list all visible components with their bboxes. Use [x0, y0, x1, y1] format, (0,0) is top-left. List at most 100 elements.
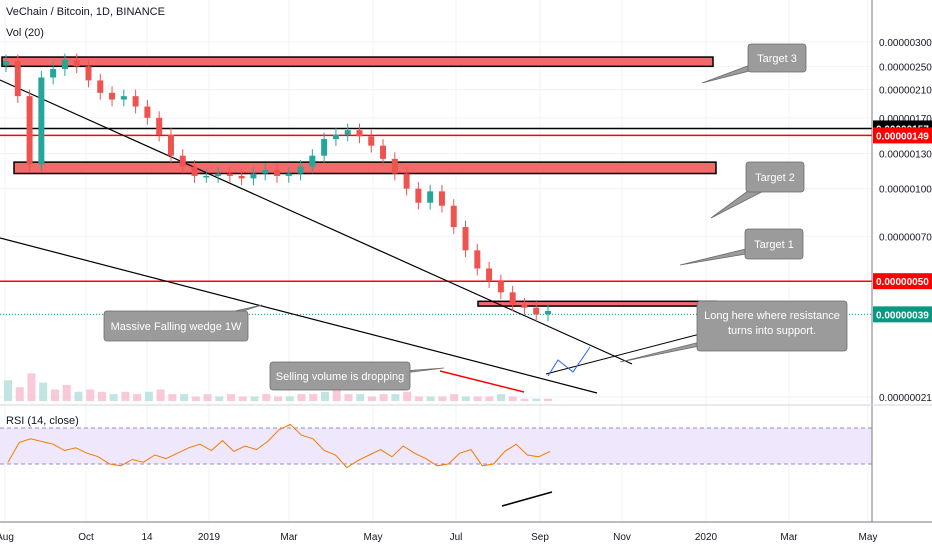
volume-indicator-label: Vol (20) [6, 27, 44, 39]
candle-body [545, 311, 551, 314]
time-tick-label: Oct [78, 532, 94, 543]
candle-body [368, 136, 374, 145]
candle-body [356, 130, 362, 136]
volume-bar [180, 394, 188, 401]
volume-bar [286, 396, 294, 401]
rsi-band [0, 428, 872, 464]
candle-body [451, 206, 457, 227]
candle-body [97, 80, 103, 92]
target-1-callout: Target 1 [680, 229, 803, 265]
candle-body [262, 170, 268, 174]
volume-bar [110, 394, 118, 401]
volume-bar [309, 394, 317, 401]
volume-bar [368, 396, 376, 401]
volume-trend-line [440, 371, 524, 392]
candle-body [533, 308, 539, 315]
volume-bar [532, 399, 540, 401]
candle-body [486, 268, 492, 281]
candle-body [192, 167, 198, 176]
price-badge-label: 0.00000039 [876, 310, 929, 321]
volume-bar [344, 394, 352, 401]
candle-body [215, 174, 221, 176]
time-tick-label: 14 [141, 532, 153, 543]
annotations: Target 3 Target 2 Target 1 Massive Falling … [104, 44, 847, 390]
volume-bar [297, 394, 305, 401]
volume-bar [204, 394, 212, 401]
candle-body [38, 77, 44, 164]
price-tick-label: 0.00000021 [879, 393, 932, 404]
volume-bar [4, 380, 12, 401]
time-tick-label: Mar [280, 532, 298, 543]
volume-bar [74, 392, 82, 401]
long-here-pointer [546, 334, 700, 374]
candle-body [404, 174, 410, 189]
volume-bar [27, 373, 35, 401]
chart-title: VeChain / Bitcoin, 1D, BINANCE [6, 6, 165, 18]
time-tick-label: Mar [780, 532, 798, 543]
volume-bar [63, 385, 71, 401]
volume-bar [427, 396, 435, 401]
volume-bar [274, 396, 282, 401]
volume-bar [509, 396, 517, 401]
selling-volume-callout: Selling volume is dropping [270, 362, 444, 390]
candle-body [133, 96, 139, 106]
volume-bar [86, 390, 94, 402]
volume-bar [544, 399, 552, 401]
volume-bar [262, 394, 270, 401]
volume-bar [415, 396, 423, 401]
time-tick-label: 2020 [695, 532, 718, 543]
candle-body [168, 135, 174, 156]
candle-body [345, 130, 351, 134]
volume-bar [133, 394, 141, 401]
candle-body [144, 107, 150, 118]
volume-bar [157, 390, 165, 402]
candle-body [286, 174, 292, 176]
candle-body [3, 61, 9, 65]
volume-bar [321, 392, 329, 401]
callout-text: Selling volume is dropping [276, 371, 404, 383]
candle-body [474, 250, 480, 268]
candle-body [321, 139, 327, 156]
candle-body [121, 96, 127, 99]
candle-body [521, 304, 527, 307]
volume-bar [497, 394, 505, 401]
volume-bar [438, 396, 446, 401]
volume-bar [168, 394, 176, 401]
price-tick-label: 0.00000250 [879, 62, 932, 73]
falling-wedge-callout: Massive Falling wedge 1W [104, 305, 262, 341]
callout-text: Target 1 [754, 239, 794, 251]
rsi-divergence-line [502, 492, 552, 506]
volume-bar [450, 394, 458, 401]
support-resistance-zone [14, 162, 716, 173]
volume-bar [16, 387, 24, 401]
volume-bar [391, 394, 399, 401]
candle-body [109, 93, 115, 100]
candle-body [392, 159, 398, 174]
candle-body [50, 69, 56, 77]
callout-text: Target 3 [757, 53, 797, 65]
volume-bar [51, 390, 59, 402]
rsi-indicator-label: RSI (14, close) [6, 415, 79, 427]
wedge-upper-line [0, 80, 632, 364]
volume-bar [462, 396, 470, 401]
candle-body [439, 191, 445, 205]
time-tick-label: May [859, 532, 878, 543]
candle-body [250, 174, 256, 179]
volume-bar [333, 390, 341, 402]
candle-body [380, 146, 386, 159]
candle-body [85, 66, 91, 80]
price-badge-label: 0.00000149 [876, 131, 929, 142]
price-badge-label: 0.00000050 [876, 277, 929, 288]
candle-body [463, 227, 469, 250]
price-tick-label: 0.00000210 [879, 86, 932, 97]
candle-body [156, 118, 162, 135]
candle-body [62, 60, 68, 69]
candle-body [309, 156, 315, 167]
volume-bar [39, 383, 47, 401]
candle-body [333, 135, 339, 140]
volume-bar [98, 392, 106, 401]
volume-bar [145, 392, 153, 401]
target-3-zone [2, 57, 713, 66]
